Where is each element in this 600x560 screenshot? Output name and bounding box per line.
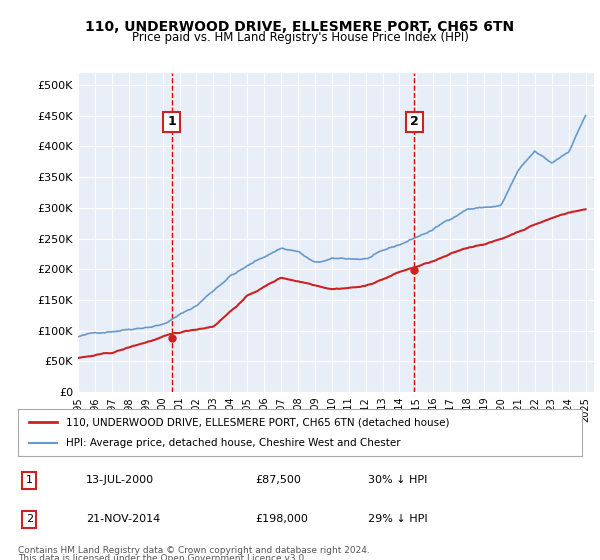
Text: 110, UNDERWOOD DRIVE, ELLESMERE PORT, CH65 6TN: 110, UNDERWOOD DRIVE, ELLESMERE PORT, CH… [85, 20, 515, 34]
Text: £87,500: £87,500 [255, 475, 301, 485]
Text: 2: 2 [26, 515, 33, 524]
Text: 1: 1 [26, 475, 33, 485]
Text: 2: 2 [410, 115, 419, 128]
Text: 13-JUL-2000: 13-JUL-2000 [86, 475, 154, 485]
Text: 29% ↓ HPI: 29% ↓ HPI [368, 515, 427, 524]
Text: 30% ↓ HPI: 30% ↓ HPI [368, 475, 427, 485]
Text: £198,000: £198,000 [255, 515, 308, 524]
Text: Contains HM Land Registry data © Crown copyright and database right 2024.: Contains HM Land Registry data © Crown c… [18, 546, 370, 555]
Text: 110, UNDERWOOD DRIVE, ELLESMERE PORT, CH65 6TN (detached house): 110, UNDERWOOD DRIVE, ELLESMERE PORT, CH… [66, 417, 449, 427]
Text: Price paid vs. HM Land Registry's House Price Index (HPI): Price paid vs. HM Land Registry's House … [131, 31, 469, 44]
Text: This data is licensed under the Open Government Licence v3.0.: This data is licensed under the Open Gov… [18, 554, 307, 560]
Text: HPI: Average price, detached house, Cheshire West and Chester: HPI: Average price, detached house, Ches… [66, 438, 401, 448]
Text: 1: 1 [167, 115, 176, 128]
Text: 21-NOV-2014: 21-NOV-2014 [86, 515, 160, 524]
